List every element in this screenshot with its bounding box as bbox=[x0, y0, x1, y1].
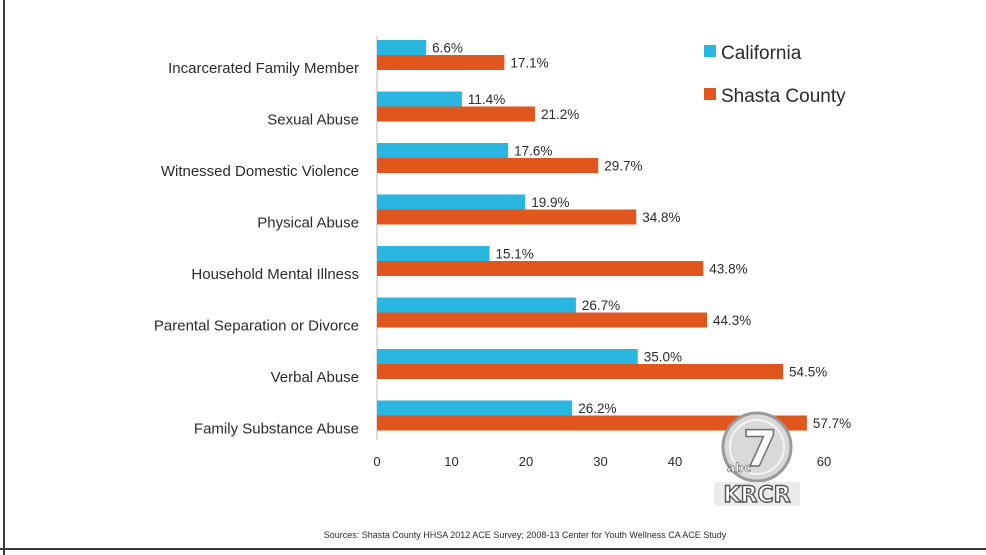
plot-area: Incarcerated Family Member 6.6% 17.1% Sexua… bbox=[154, 36, 851, 469]
legend: California Shasta County bbox=[704, 43, 846, 107]
value-label-shasta-county-witnessed-domestic-violence: 29.7% bbox=[604, 159, 642, 174]
x-tick-label-30: 30 bbox=[593, 454, 607, 469]
category-label-household-mental-illness: Household Mental Illness bbox=[191, 266, 359, 283]
value-label-shasta-county-physical-abuse: 34.8% bbox=[642, 210, 680, 225]
logo-callsign-plate bbox=[714, 482, 800, 506]
category-label-incarcerated-family-member: Incarcerated Family Member bbox=[168, 60, 359, 77]
bar-california-sexual-abuse bbox=[377, 91, 462, 107]
logo-circle bbox=[721, 411, 793, 483]
x-tick-label-0: 0 bbox=[373, 454, 380, 469]
value-label-shasta-county-parental-separation-or-divorce: 44.3% bbox=[713, 313, 751, 328]
bar-shasta-county-witnessed-domestic-violence bbox=[377, 158, 599, 173]
logo-channel-number: 7 bbox=[743, 420, 778, 478]
value-label-shasta-county-household-mental-illness: 43.8% bbox=[709, 262, 747, 277]
bar-shasta-county-verbal-abuse bbox=[377, 364, 784, 379]
bar-shasta-county-sexual-abuse bbox=[377, 106, 535, 122]
bar-california-incarcerated-family-member bbox=[377, 40, 427, 55]
bar-california-physical-abuse bbox=[377, 194, 526, 210]
left-border bbox=[3, 0, 5, 555]
value-label-california-household-mental-illness: 15.1% bbox=[495, 247, 533, 262]
value-label-shasta-county-incarcerated-family-member: 17.1% bbox=[510, 56, 548, 71]
value-label-california-family-substance-abuse: 26.2% bbox=[578, 401, 616, 416]
value-label-shasta-county-verbal-abuse: 54.5% bbox=[789, 365, 827, 380]
category-label-family-substance-abuse: Family Substance Abuse bbox=[194, 421, 359, 438]
value-label-shasta-county-sexual-abuse: 21.2% bbox=[541, 107, 579, 122]
bar-shasta-county-incarcerated-family-member bbox=[377, 55, 505, 70]
krcr-abc7-logo: 7 abc KRCR bbox=[714, 411, 800, 509]
value-label-shasta-county-family-substance-abuse: 57.7% bbox=[813, 416, 851, 431]
value-label-california-incarcerated-family-member: 6.6% bbox=[432, 41, 463, 56]
value-label-california-verbal-abuse: 35.0% bbox=[644, 350, 682, 365]
value-label-california-parental-separation-or-divorce: 26.7% bbox=[582, 298, 620, 313]
legend-label-shasta-county: Shasta County bbox=[721, 86, 846, 107]
legend-swatch-california bbox=[704, 45, 716, 57]
bar-california-verbal-abuse bbox=[377, 349, 638, 364]
x-tick-label-10: 10 bbox=[444, 454, 458, 469]
category-label-witnessed-domestic-violence: Witnessed Domestic Violence bbox=[161, 163, 359, 180]
bar-shasta-county-parental-separation-or-divorce bbox=[377, 312, 708, 328]
category-label-physical-abuse: Physical Abuse bbox=[257, 215, 359, 232]
legend-swatch-shasta-county bbox=[704, 88, 716, 100]
value-label-california-witnessed-domestic-violence: 17.6% bbox=[514, 144, 552, 159]
category-label-sexual-abuse: Sexual Abuse bbox=[267, 112, 359, 129]
x-tick-label-60: 60 bbox=[817, 454, 831, 469]
bottom-border bbox=[0, 548, 986, 550]
bar-california-parental-separation-or-divorce bbox=[377, 297, 576, 313]
x-tick-label-40: 40 bbox=[668, 454, 682, 469]
bar-california-witnessed-domestic-violence bbox=[377, 143, 509, 158]
value-label-california-physical-abuse: 19.9% bbox=[531, 195, 569, 210]
bar-shasta-county-household-mental-illness bbox=[377, 261, 704, 276]
source-note: Sources: Shasta County HHSA 2012 ACE Sur… bbox=[324, 530, 727, 540]
value-label-california-sexual-abuse: 11.4% bbox=[468, 92, 505, 107]
logo-inner-circle bbox=[729, 419, 785, 475]
x-tick-label-20: 20 bbox=[519, 454, 533, 469]
category-label-verbal-abuse: Verbal Abuse bbox=[271, 369, 359, 386]
logo-network: abc bbox=[727, 461, 751, 475]
category-label-parental-separation-or-divorce: Parental Separation or Divorce bbox=[154, 318, 359, 335]
bar-california-family-substance-abuse bbox=[377, 400, 573, 416]
bar-california-household-mental-illness bbox=[377, 246, 490, 261]
bar-shasta-county-physical-abuse bbox=[377, 209, 637, 225]
legend-label-california: California bbox=[721, 43, 802, 64]
logo-call-sign: KRCR bbox=[723, 483, 790, 508]
bar-shasta-county-family-substance-abuse bbox=[377, 415, 807, 431]
